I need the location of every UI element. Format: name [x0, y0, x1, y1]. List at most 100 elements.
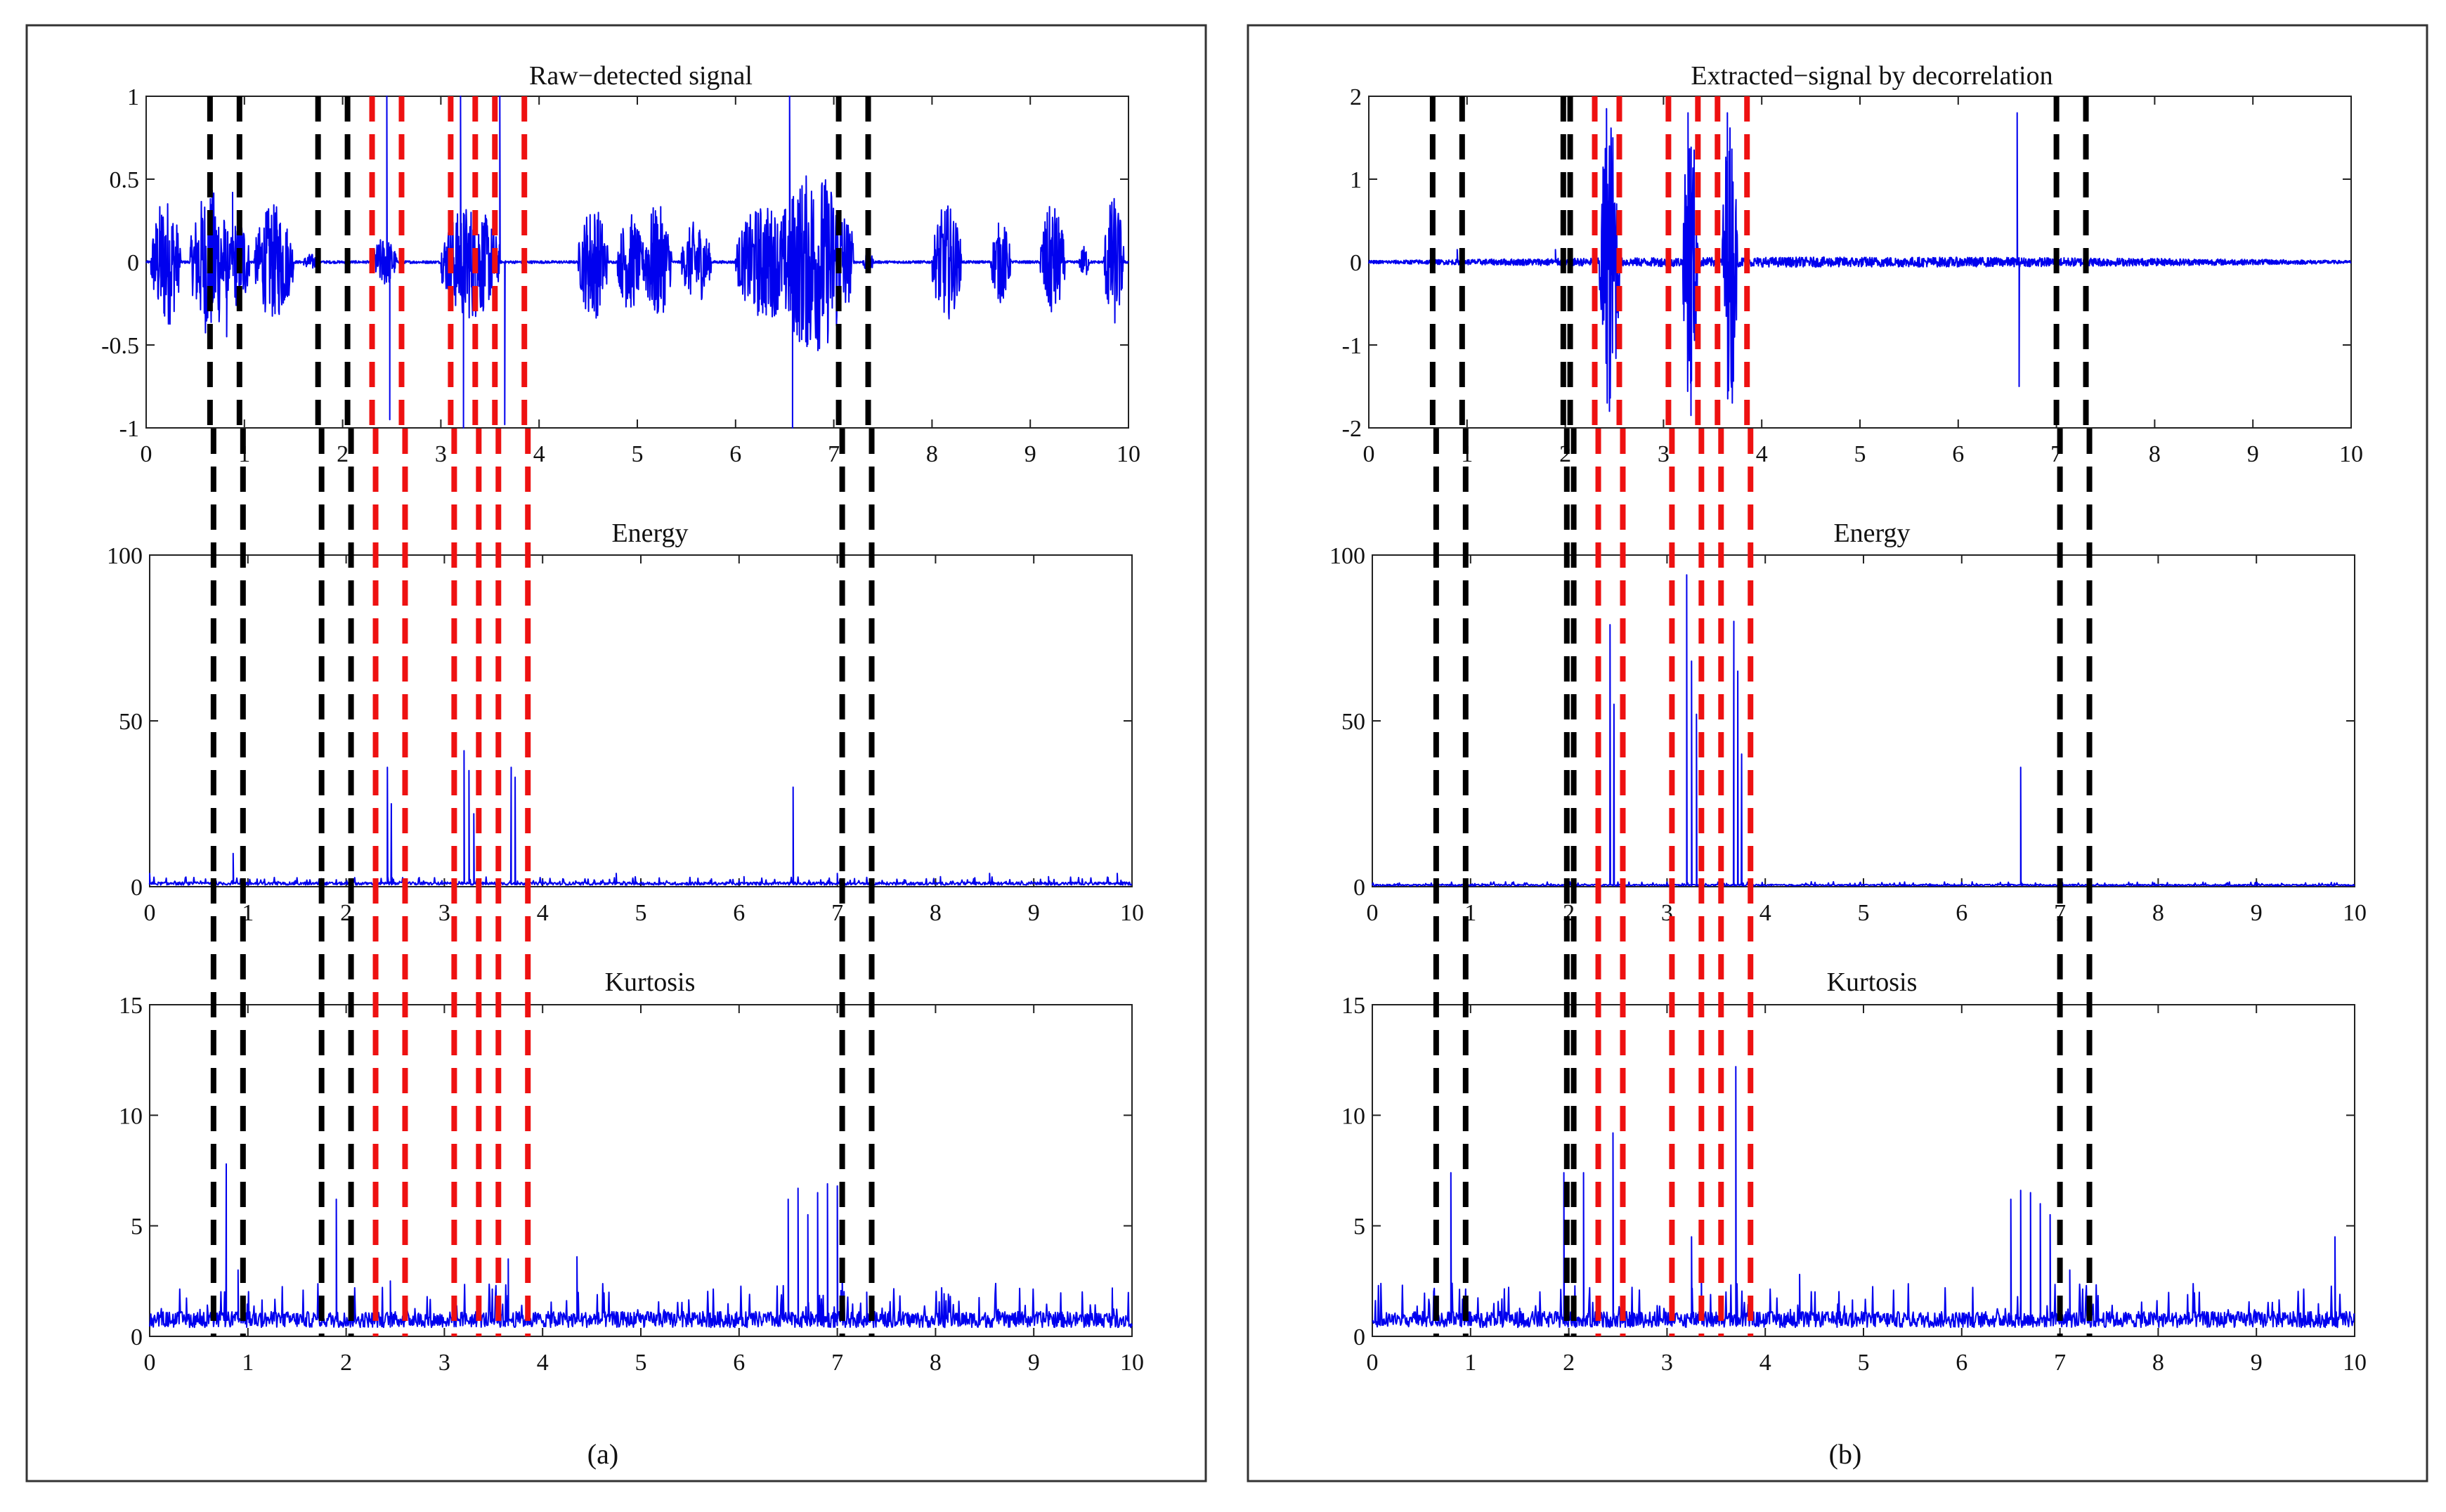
x-tick-label: 9: [1024, 441, 1036, 467]
y-tick-label: 0: [127, 250, 139, 276]
x-tick-label: 5: [1858, 1350, 1870, 1376]
y-tick-label: -1: [119, 416, 139, 442]
y-tick-label: 10: [1341, 1103, 1365, 1129]
x-tick-label: 7: [828, 441, 840, 467]
y-tick-label: 0: [131, 875, 143, 901]
x-tick-label: 9: [2251, 1350, 2263, 1376]
x-tick-label: 8: [2152, 900, 2164, 926]
y-tick-label: -1: [1342, 333, 1362, 359]
x-tick-label: 9: [2251, 900, 2263, 926]
subplot-title-kurtosis-a: Kurtosis: [605, 967, 696, 997]
x-tick-label: 6: [1956, 900, 1967, 926]
axes-box-b-5: [1372, 1004, 2355, 1337]
x-tick-label: 3: [438, 1350, 450, 1376]
x-tick-label: 4: [1759, 900, 1771, 926]
y-tick-label: 0: [1353, 875, 1365, 901]
signal-trace-a-1: [148, 750, 1133, 886]
y-tick-label: 0: [1353, 1324, 1365, 1350]
x-tick-label: 0: [141, 441, 152, 467]
x-tick-label: 5: [632, 441, 644, 467]
x-tick-label: 9: [1028, 900, 1040, 926]
y-tick-label: 1: [1350, 167, 1362, 193]
x-tick-label: 8: [930, 1350, 942, 1376]
x-tick-label: 6: [729, 441, 741, 467]
y-tick-label: 1: [127, 84, 139, 110]
x-tick-label: 4: [1759, 1350, 1771, 1376]
signal-trace-b-4: [1372, 574, 2355, 887]
plots-layer: 0 1 2 3 4 5 6 7 8 9 10-1-0.500.510 1 2 3 4 5 6 7 8 9 1005010…: [101, 84, 2367, 1376]
x-tick-label: 5: [1858, 900, 1870, 926]
y-tick-label: 0: [131, 1324, 143, 1350]
x-tick-label: 0: [144, 900, 156, 926]
axes-box-a-1: [149, 554, 1133, 887]
x-tick-label: 4: [537, 900, 549, 926]
signal-trace-b-5: [1372, 1066, 2355, 1329]
y-tick-label: 100: [1329, 543, 1365, 569]
x-tick-label: 10: [1120, 900, 1144, 926]
signal-trace-a-2: [149, 1163, 1133, 1329]
x-tick-label: 10: [1120, 1350, 1144, 1376]
x-tick-label: 6: [1952, 441, 1964, 467]
x-tick-label: 3: [435, 441, 447, 467]
y-tick-label: 15: [1341, 993, 1365, 1019]
x-tick-label: 3: [1658, 441, 1670, 467]
y-tick-label: 100: [107, 543, 143, 569]
signal-trace-b-3: [1368, 107, 2352, 417]
x-tick-label: 1: [242, 1350, 254, 1376]
markers-layer: [207, 96, 2093, 1336]
x-tick-label: 8: [930, 900, 942, 926]
panel-a-frame: [25, 24, 1207, 1482]
x-tick-label: 6: [733, 900, 745, 926]
x-tick-label: 1: [1464, 1350, 1476, 1376]
x-tick-label: 5: [635, 1350, 647, 1376]
x-tick-label: 2: [340, 1350, 352, 1376]
signal-trace-a-0: [145, 96, 1129, 429]
y-tick-label: 5: [1353, 1214, 1365, 1240]
x-tick-label: 6: [733, 1350, 745, 1376]
y-tick-label: 2: [1350, 84, 1362, 110]
x-tick-label: 3: [438, 900, 450, 926]
subplot-title-energy-b: Energy: [1833, 519, 1910, 548]
x-tick-label: 7: [2054, 1350, 2066, 1376]
x-tick-label: 10: [2339, 441, 2363, 467]
axes-box-b-4: [1372, 554, 2355, 887]
y-tick-label: 0: [1350, 250, 1362, 276]
x-tick-label: 8: [926, 441, 938, 467]
x-tick-label: 0: [144, 1350, 156, 1376]
x-tick-label: 4: [533, 441, 545, 467]
x-tick-label: 0: [1367, 900, 1379, 926]
y-tick-label: -2: [1342, 416, 1362, 442]
y-tick-label: 5: [131, 1214, 143, 1240]
y-tick-label: 50: [119, 709, 143, 735]
x-tick-label: 8: [2152, 1350, 2164, 1376]
x-tick-label: 4: [537, 1350, 549, 1376]
x-tick-label: 10: [1117, 441, 1140, 467]
x-tick-label: 5: [1854, 441, 1866, 467]
x-tick-label: 8: [2149, 441, 2161, 467]
x-tick-label: 10: [2343, 1350, 2367, 1376]
x-tick-label: 5: [635, 900, 647, 926]
y-tick-label: -0.5: [101, 333, 139, 359]
x-tick-label: 2: [1563, 1350, 1575, 1376]
x-tick-label: 10: [2343, 900, 2367, 926]
x-tick-label: 9: [2247, 441, 2259, 467]
subplot-title-raw: Raw−detected signal: [529, 61, 753, 91]
subplot-title-energy-a: Energy: [611, 519, 688, 548]
x-tick-label: 7: [2054, 900, 2066, 926]
y-tick-label: 15: [119, 993, 143, 1019]
panel-a-caption: (a): [587, 1438, 618, 1470]
x-tick-label: 0: [1363, 441, 1375, 467]
x-tick-label: 6: [1956, 1350, 1967, 1376]
x-tick-label: 4: [1756, 441, 1768, 467]
axes-box-a-2: [149, 1004, 1133, 1337]
x-tick-label: 0: [1367, 1350, 1379, 1376]
panel-b-frame: [1247, 24, 2428, 1482]
x-tick-label: 2: [337, 441, 349, 467]
x-tick-label: 3: [1661, 1350, 1673, 1376]
x-tick-label: 7: [831, 1350, 843, 1376]
y-tick-label: 50: [1341, 709, 1365, 735]
x-tick-label: 9: [1028, 1350, 1040, 1376]
y-tick-label: 0.5: [110, 167, 140, 193]
y-tick-label: 10: [119, 1103, 143, 1129]
